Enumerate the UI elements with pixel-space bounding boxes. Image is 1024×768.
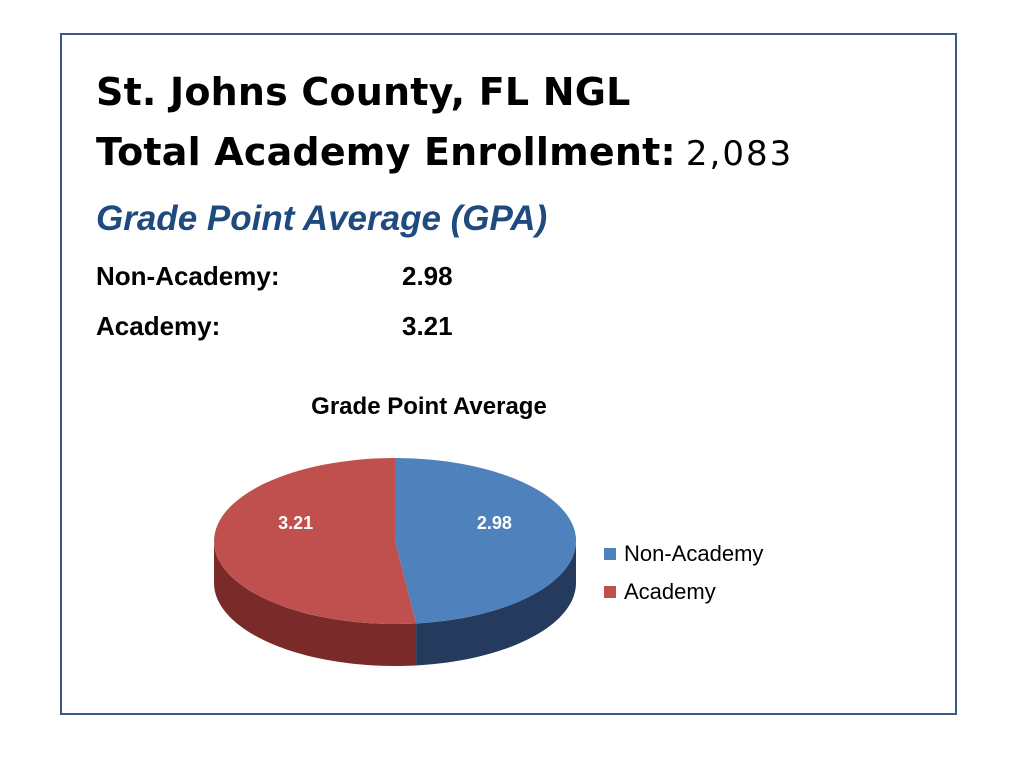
data-label-academy: 3.21 [278, 513, 313, 533]
slide-title: St. Johns County, FL NGL [96, 70, 631, 114]
slide-frame [60, 33, 957, 715]
pie-side-academy [214, 541, 417, 666]
legend-label: Academy [624, 579, 716, 604]
enrollment-value: 2,083 [685, 134, 794, 174]
row-label: Academy: [96, 311, 221, 341]
gpa-row-non-academy: Non-Academy: 2.98 [96, 261, 453, 292]
legend-item-non-academy: Non-Academy [604, 535, 763, 573]
row-label: Non-Academy: [96, 261, 280, 291]
chart-legend: Non-Academy Academy [604, 535, 763, 611]
row-value: 3.21 [402, 311, 453, 341]
legend-item-academy: Academy [604, 573, 763, 611]
gpa-subtitle: Grade Point Average (GPA) [96, 199, 548, 238]
legend-swatch [604, 586, 616, 598]
gpa-row-academy: Academy: 3.21 [96, 311, 453, 342]
chart-title: Grade Point Average [311, 393, 547, 420]
enrollment-heading: Total Academy Enrollment: 2,083 [96, 130, 793, 174]
legend-label: Non-Academy [624, 541, 764, 566]
enrollment-label: Total Academy Enrollment: [96, 130, 676, 174]
row-value: 2.98 [402, 261, 453, 291]
legend-swatch [604, 548, 616, 560]
pie-side-non-academy [416, 541, 576, 666]
pie-slice-academy [214, 458, 417, 624]
pie-slice-non-academy [395, 458, 577, 624]
data-label-non-academy: 2.98 [477, 513, 512, 533]
